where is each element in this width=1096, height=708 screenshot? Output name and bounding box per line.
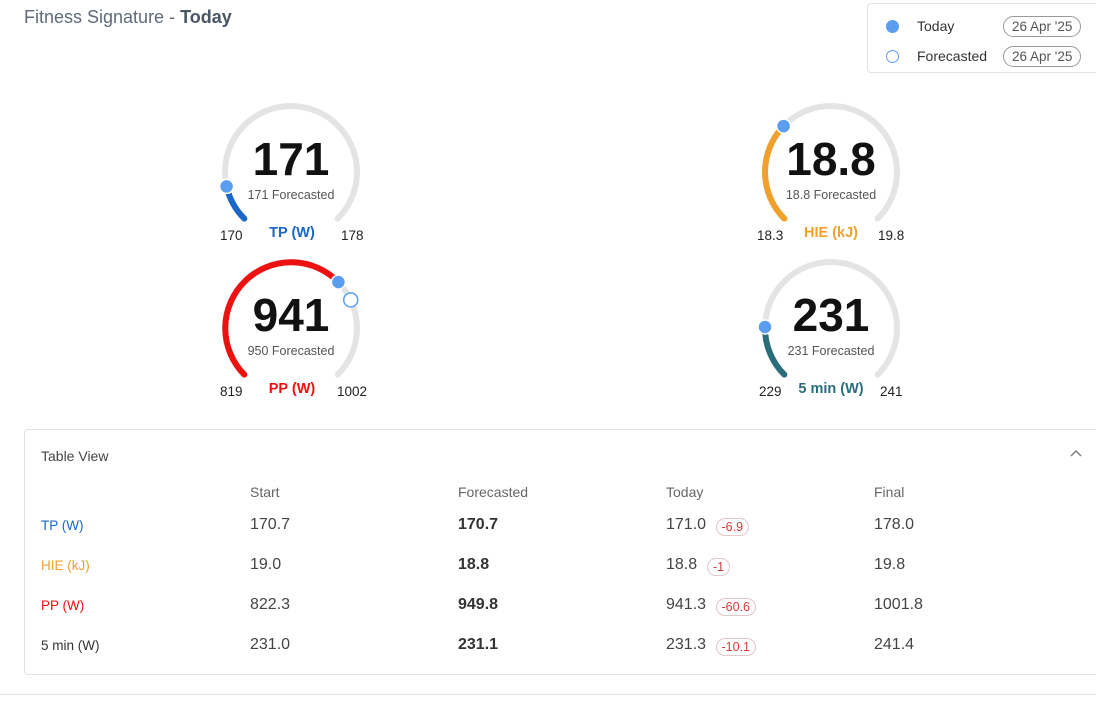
cell-final: 178.0 xyxy=(874,516,915,533)
forecasted-dot-icon xyxy=(886,49,899,63)
legend-forecasted: Forecasted 26 Apr '25 xyxy=(886,45,1082,67)
cell-today: 18.8 xyxy=(666,556,698,573)
pp-min: 819 xyxy=(220,384,243,399)
pp-value: 941 xyxy=(252,289,330,341)
forecasted-date-pill[interactable]: 26 Apr '25 xyxy=(1003,45,1082,67)
row-label: TP (W) xyxy=(41,518,84,533)
header-final: Final xyxy=(874,484,905,500)
hie-fill xyxy=(762,123,788,222)
gauges-svg xyxy=(218,103,900,378)
pp-fill xyxy=(222,259,342,378)
tp-value: 171 xyxy=(252,133,330,185)
table-view-card: Table View Start Forecasted Today Final … xyxy=(24,429,1096,675)
tp-today-marker xyxy=(218,178,235,195)
chevron-up-icon[interactable] xyxy=(1069,447,1083,466)
m5-value: 231 xyxy=(792,289,870,341)
cell-forecasted: 949.8 xyxy=(458,596,499,613)
pp-today-marker xyxy=(330,274,347,290)
pp-forecast: 950 Forecasted xyxy=(247,344,335,358)
tp-max: 178 xyxy=(341,228,364,243)
gauges-area: 171 171 Forecasted 170 178 TP (W) 18.8 1… xyxy=(218,103,905,399)
hie-label: HIE (kJ) xyxy=(804,225,858,241)
pp-max: 1002 xyxy=(337,384,368,399)
cell-forecasted: 231.1 xyxy=(458,636,499,653)
header-forecasted: Forecasted xyxy=(458,484,529,500)
row-label: HIE (kJ) xyxy=(41,558,90,573)
hie-today-marker xyxy=(775,118,792,134)
hie-max: 19.8 xyxy=(878,228,905,243)
cell-forecasted: 18.8 xyxy=(458,556,490,573)
page-title: Fitness Signature - Today xyxy=(24,7,232,27)
header-today: Today xyxy=(666,484,704,500)
cell-final: 19.8 xyxy=(874,556,906,573)
legend: Today 26 Apr '25 Forecasted 26 Apr '25 xyxy=(867,3,1096,73)
m5-today-marker xyxy=(757,319,773,335)
cell-start: 170.7 xyxy=(250,516,291,533)
m5-forecast: 231 Forecasted xyxy=(787,344,875,358)
delta-badge: -1 xyxy=(707,558,731,576)
cell-start: 19.0 xyxy=(250,556,282,573)
tp-track xyxy=(222,103,360,222)
cell-today: 171.0 xyxy=(666,516,707,533)
row-label: PP (W) xyxy=(41,598,85,613)
m5-label: 5 min (W) xyxy=(798,381,864,397)
m5-max: 241 xyxy=(880,384,903,399)
tp-min: 170 xyxy=(220,228,243,243)
row-label: 5 min (W) xyxy=(41,638,100,653)
cell-final: 241.4 xyxy=(874,636,915,653)
header-start: Start xyxy=(250,484,280,500)
cell-forecasted: 170.7 xyxy=(458,516,499,533)
hie-forecast: 18.8 Forecasted xyxy=(785,188,877,202)
legend-today: Today 26 Apr '25 xyxy=(886,15,1082,37)
divider xyxy=(0,694,1096,695)
hie-min: 18.3 xyxy=(757,228,784,243)
pp-label: PP (W) xyxy=(268,381,316,397)
cell-final: 1001.8 xyxy=(874,596,923,613)
today-dot-icon xyxy=(886,19,899,33)
cell-today: 231.3 xyxy=(666,636,707,653)
cell-start: 822.3 xyxy=(250,596,291,613)
delta-badge: -6.9 xyxy=(715,518,750,536)
cell-start: 231.0 xyxy=(250,636,291,653)
delta-badge: -10.1 xyxy=(715,638,756,656)
tp-label: TP (W) xyxy=(269,225,315,241)
table-title: Table View xyxy=(41,448,109,464)
today-date-pill[interactable]: 26 Apr '25 xyxy=(1003,15,1082,37)
delta-badge: -60.6 xyxy=(715,598,756,616)
cell-today: 941.3 xyxy=(666,596,707,613)
hie-value: 18.8 xyxy=(786,133,876,185)
m5-min: 229 xyxy=(759,384,782,399)
pp-forecast-marker xyxy=(342,292,359,308)
tp-forecast: 171 Forecasted xyxy=(247,188,335,202)
